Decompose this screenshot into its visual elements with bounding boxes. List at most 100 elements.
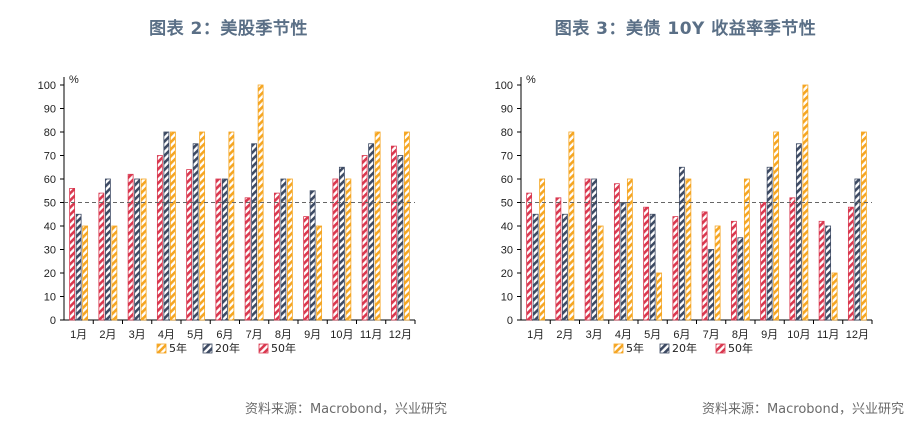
legend-label-y5: 5年 — [169, 341, 187, 355]
bar-y5-9 — [773, 131, 780, 321]
bar-y5-5 — [199, 131, 206, 321]
bar-y5-11 — [831, 272, 838, 321]
x-tick-label: 11月 — [817, 329, 839, 341]
y-tick-label: 80 — [501, 127, 513, 139]
bar-chart-treasury: 0 10 20 30 40 50 60 70 80 90 100 % 1月 2月 3月 4月 5月 6月 7月 8月 9… — [495, 74, 873, 355]
y-tick-label: 60 — [501, 174, 513, 186]
bar-y50-9 — [303, 216, 310, 321]
bar-y50-11 — [818, 220, 825, 321]
bar-y5-2 — [568, 131, 575, 321]
bar-y50-4 — [156, 155, 163, 321]
bar-y20-11 — [825, 225, 832, 321]
legend-label-y20: 20年 — [215, 341, 240, 355]
y-tick-label: 70 — [501, 151, 513, 163]
x-tick-label: 6月 — [216, 329, 233, 341]
legend-label-y50: 50年 — [728, 341, 753, 355]
x-tick-label: 7月 — [246, 329, 263, 341]
bar-y5-4 — [169, 131, 176, 321]
bar-y20-2 — [104, 178, 111, 321]
x-tick-label: 9月 — [761, 329, 778, 341]
bar-y50-3 — [127, 173, 134, 321]
bar-y50-7 — [244, 197, 251, 321]
y-axis-unit: % — [69, 74, 79, 86]
bar-y50-10 — [789, 197, 796, 321]
bar-y5-9 — [316, 225, 323, 321]
chart-title: 图表 3：美债 10Y 收益率季节性 — [554, 19, 817, 39]
bar-y50-10 — [332, 178, 339, 321]
y-tick-label: 30 — [44, 245, 56, 257]
bar-y20-1 — [532, 213, 539, 321]
chart-panel-treasury: 图表 3：美债 10Y 收益率季节性 0 10 20 30 40 50 60 70 80 90 10… — [457, 0, 914, 422]
bar-y50-12 — [847, 206, 854, 321]
x-tick-label: 8月 — [732, 329, 749, 341]
legend-swatch-y5 — [156, 343, 167, 354]
legend-swatch-y50 — [715, 343, 726, 354]
x-tick-label: 8月 — [275, 329, 292, 341]
x-tick-label: 5月 — [187, 329, 204, 341]
bar-y50-3 — [584, 178, 591, 321]
source-note: 资料来源：Macrobond，兴业研究 — [244, 402, 447, 417]
legend-label-y50: 50年 — [271, 341, 296, 355]
y-tick-label: 100 — [38, 80, 56, 92]
chart-panel-stocks: 图表 2：美股季节性 0 10 20 30 40 50 60 70 80 90 100% 1月 2月 3月… — [38, 19, 447, 417]
x-tick-label: 1月 — [527, 329, 544, 341]
x-tick-label: 3月 — [129, 329, 146, 341]
bar-y50-6 — [672, 216, 679, 321]
legend-swatch-y20 — [659, 343, 670, 354]
bar-y20-5 — [192, 143, 199, 321]
bar-y5-6 — [228, 131, 235, 321]
y-tick-label: 10 — [44, 292, 56, 304]
bar-y50-1 — [526, 192, 533, 321]
bar-y50-2 — [98, 192, 105, 321]
x-tick-label: 7月 — [703, 329, 720, 341]
bar-y20-12 — [854, 178, 861, 321]
y-tick-label: 20 — [501, 268, 513, 280]
bar-y5-11 — [374, 131, 381, 321]
y-tick-label: 70 — [44, 151, 56, 163]
bar-y20-6 — [221, 178, 228, 321]
x-tick-label: 12月 — [389, 329, 412, 341]
x-tick-label: 3月 — [586, 329, 603, 341]
bar-y5-12 — [860, 131, 867, 321]
chart-title: 图表 2：美股季节性 — [149, 19, 308, 39]
x-tick-label: 6月 — [673, 329, 690, 341]
bar-y50-11 — [361, 155, 368, 321]
bar-y20-9 — [766, 166, 773, 321]
bar-y5-6 — [685, 178, 692, 321]
bar-y50-1 — [69, 187, 76, 321]
bar-y20-11 — [368, 143, 375, 321]
bar-y20-4 — [163, 131, 170, 321]
x-tick-label: 9月 — [304, 329, 321, 341]
y-tick-label: 40 — [501, 221, 513, 233]
bar-y20-7 — [251, 143, 258, 321]
bar-y20-9 — [309, 190, 316, 321]
bar-y5-3 — [140, 178, 147, 321]
bar-y20-7 — [708, 249, 715, 321]
bar-chart-stocks: 0 10 20 30 40 50 60 70 80 90 100 % 1月 2月 3月 4月 5月 6月 7月 8月 9… — [38, 74, 416, 355]
bar-y20-4 — [620, 202, 627, 321]
bar-y50-2 — [555, 197, 562, 321]
bar-y5-8 — [286, 178, 293, 321]
x-tick-label: 2月 — [556, 329, 573, 341]
legend-swatch-y5 — [613, 343, 624, 354]
y-tick-label: 80 — [44, 127, 56, 139]
bar-y50-5 — [186, 169, 193, 321]
bar-y50-6 — [215, 178, 222, 321]
bar-y5-4 — [626, 178, 633, 321]
bar-y5-5 — [656, 272, 663, 321]
bar-y20-10 — [795, 143, 802, 321]
legend-swatch-y20 — [202, 343, 213, 354]
x-tick-label: 4月 — [158, 329, 175, 341]
bar-y50-7 — [701, 211, 708, 321]
x-tick-label: 1月 — [70, 329, 87, 341]
legend-swatch-y50 — [258, 343, 269, 354]
bar-y50-9 — [760, 202, 767, 321]
y-tick-label: 50 — [501, 198, 513, 210]
y-tick-label: 0 — [50, 315, 56, 327]
bar-y5-1 — [82, 225, 89, 321]
x-tick-label: 2月 — [99, 329, 116, 341]
x-tick-label: 11月 — [360, 329, 382, 341]
x-tick-label: 12月 — [846, 329, 869, 341]
bar-y20-12 — [397, 155, 404, 321]
bar-y20-2 — [561, 213, 568, 321]
